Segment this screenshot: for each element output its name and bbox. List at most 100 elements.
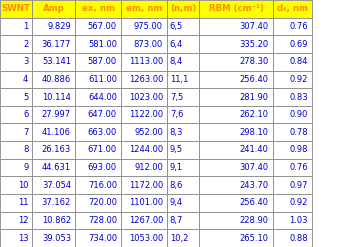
Text: 647.00: 647.00 bbox=[88, 110, 117, 119]
Bar bbox=[0, 124, 32, 141]
Bar bbox=[32, 194, 75, 212]
Bar bbox=[121, 124, 167, 141]
Bar bbox=[121, 106, 167, 124]
Bar bbox=[75, 0, 121, 18]
Bar bbox=[75, 124, 121, 141]
Bar bbox=[32, 53, 75, 71]
Text: 278.30: 278.30 bbox=[239, 57, 269, 66]
Bar bbox=[32, 106, 75, 124]
Text: 5: 5 bbox=[23, 93, 28, 102]
Bar bbox=[167, 18, 199, 35]
Bar bbox=[75, 176, 121, 194]
Bar bbox=[121, 88, 167, 106]
Text: 693.00: 693.00 bbox=[88, 163, 117, 172]
Text: 0.83: 0.83 bbox=[289, 93, 308, 102]
Text: 0.98: 0.98 bbox=[290, 145, 308, 154]
Text: 335.20: 335.20 bbox=[240, 40, 269, 49]
Bar bbox=[199, 229, 273, 247]
Bar bbox=[75, 159, 121, 176]
Text: 241.40: 241.40 bbox=[240, 145, 269, 154]
Bar bbox=[199, 106, 273, 124]
Text: 307.40: 307.40 bbox=[240, 163, 269, 172]
Text: 53.141: 53.141 bbox=[42, 57, 71, 66]
Text: 1053.00: 1053.00 bbox=[129, 234, 163, 243]
Text: 11,1: 11,1 bbox=[170, 75, 188, 84]
Text: 0.92: 0.92 bbox=[290, 75, 308, 84]
Text: 265.10: 265.10 bbox=[240, 234, 269, 243]
Text: 1.03: 1.03 bbox=[290, 216, 308, 225]
Text: 6: 6 bbox=[23, 110, 28, 119]
Text: Amp: Amp bbox=[43, 4, 65, 13]
Bar bbox=[75, 106, 121, 124]
Text: 567.00: 567.00 bbox=[88, 22, 117, 31]
Bar bbox=[32, 212, 75, 229]
Text: 1267.00: 1267.00 bbox=[129, 216, 163, 225]
Bar bbox=[75, 194, 121, 212]
Bar bbox=[167, 106, 199, 124]
Bar bbox=[0, 35, 32, 53]
Text: 1101.00: 1101.00 bbox=[129, 198, 163, 207]
Text: 4: 4 bbox=[23, 75, 28, 84]
Bar bbox=[0, 176, 32, 194]
Bar bbox=[199, 53, 273, 71]
Text: 975.00: 975.00 bbox=[134, 22, 163, 31]
Bar bbox=[273, 212, 312, 229]
Bar bbox=[273, 71, 312, 88]
Text: 9: 9 bbox=[23, 163, 28, 172]
Text: 1263.00: 1263.00 bbox=[129, 75, 163, 84]
Text: 26.163: 26.163 bbox=[42, 145, 71, 154]
Text: 1244.00: 1244.00 bbox=[129, 145, 163, 154]
Bar bbox=[0, 53, 32, 71]
Text: 587.00: 587.00 bbox=[88, 57, 117, 66]
Text: 8,7: 8,7 bbox=[170, 216, 183, 225]
Bar bbox=[121, 35, 167, 53]
Text: 8,4: 8,4 bbox=[170, 57, 183, 66]
Bar bbox=[0, 159, 32, 176]
Text: 952.00: 952.00 bbox=[134, 128, 163, 137]
Bar bbox=[167, 212, 199, 229]
Bar bbox=[32, 229, 75, 247]
Bar bbox=[0, 71, 32, 88]
Text: 6,5: 6,5 bbox=[170, 22, 183, 31]
Bar bbox=[273, 141, 312, 159]
Bar bbox=[32, 176, 75, 194]
Text: 581.00: 581.00 bbox=[88, 40, 117, 49]
Text: 243.70: 243.70 bbox=[240, 181, 269, 190]
Text: 10.114: 10.114 bbox=[42, 93, 71, 102]
Text: 663.00: 663.00 bbox=[88, 128, 117, 137]
Text: 8: 8 bbox=[23, 145, 28, 154]
Bar bbox=[121, 212, 167, 229]
Bar bbox=[199, 194, 273, 212]
Text: 912.00: 912.00 bbox=[134, 163, 163, 172]
Bar bbox=[167, 229, 199, 247]
Bar bbox=[167, 159, 199, 176]
Text: 40.886: 40.886 bbox=[42, 75, 71, 84]
Text: RBM (cm⁻¹): RBM (cm⁻¹) bbox=[209, 4, 264, 13]
Bar bbox=[75, 141, 121, 159]
Text: 7: 7 bbox=[23, 128, 28, 137]
Bar bbox=[32, 88, 75, 106]
Bar bbox=[0, 18, 32, 35]
Bar bbox=[75, 229, 121, 247]
Text: 6,4: 6,4 bbox=[170, 40, 183, 49]
Text: 716.00: 716.00 bbox=[88, 181, 117, 190]
Text: 1113.00: 1113.00 bbox=[129, 57, 163, 66]
Text: 873.00: 873.00 bbox=[134, 40, 163, 49]
Text: 10,2: 10,2 bbox=[170, 234, 188, 243]
Text: 1172.00: 1172.00 bbox=[129, 181, 163, 190]
Bar bbox=[121, 18, 167, 35]
Bar bbox=[167, 176, 199, 194]
Text: 1: 1 bbox=[23, 22, 28, 31]
Bar bbox=[121, 229, 167, 247]
Text: 9,4: 9,4 bbox=[170, 198, 183, 207]
Text: 0.97: 0.97 bbox=[290, 181, 308, 190]
Text: 13: 13 bbox=[18, 234, 28, 243]
Bar bbox=[32, 0, 75, 18]
Bar bbox=[0, 106, 32, 124]
Bar bbox=[121, 194, 167, 212]
Bar bbox=[121, 141, 167, 159]
Bar bbox=[121, 0, 167, 18]
Text: 262.10: 262.10 bbox=[240, 110, 269, 119]
Text: 10.862: 10.862 bbox=[42, 216, 71, 225]
Bar bbox=[199, 35, 273, 53]
